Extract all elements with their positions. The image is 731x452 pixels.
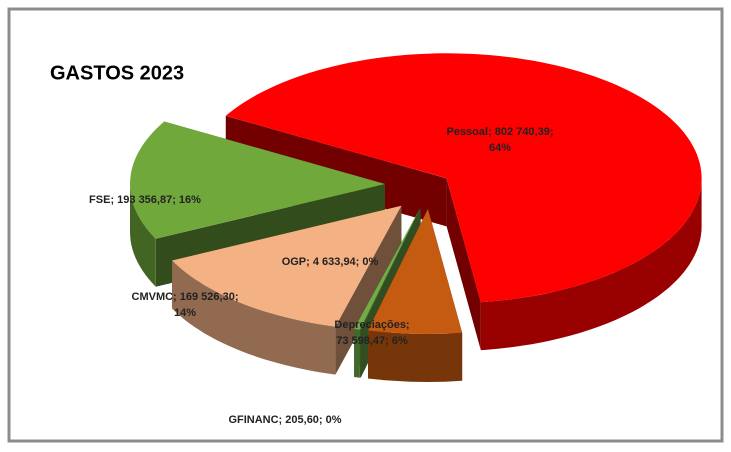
slice-side [446, 178, 481, 351]
slice: Depreciações [368, 208, 463, 382]
data-label: 14% [174, 307, 196, 319]
slice-top: GFINANC [360, 208, 421, 330]
slice-wall [130, 184, 156, 287]
data-label: Depreciações; [334, 319, 409, 331]
data-label: OGP; 4 633,94; 0% [282, 256, 379, 268]
data-label: FSE; 193 356,87; 16% [89, 194, 201, 206]
slice-top: Pessoal [225, 53, 702, 303]
data-label: GFINANC; 205,60; 0% [228, 414, 341, 426]
slice-top: CMVMC [172, 205, 402, 327]
slice-wall [368, 330, 463, 382]
slice-top: FSE [130, 121, 385, 239]
slice-top: Depreciações [368, 209, 463, 334]
data-label: Pessoal; 802 740,39; [446, 126, 553, 138]
data-label: CMVMC; 169 526,30; [132, 291, 239, 303]
chart-title: GASTOS 2023 [50, 62, 184, 84]
slice-top: OGP [354, 208, 421, 330]
slice-wall [172, 260, 336, 375]
slice-wall [354, 329, 360, 378]
slice-wall [480, 178, 702, 351]
slice: CMVMC [172, 205, 402, 375]
data-label: 73 598,47; 6% [336, 335, 408, 347]
data-label: 64% [489, 142, 511, 154]
